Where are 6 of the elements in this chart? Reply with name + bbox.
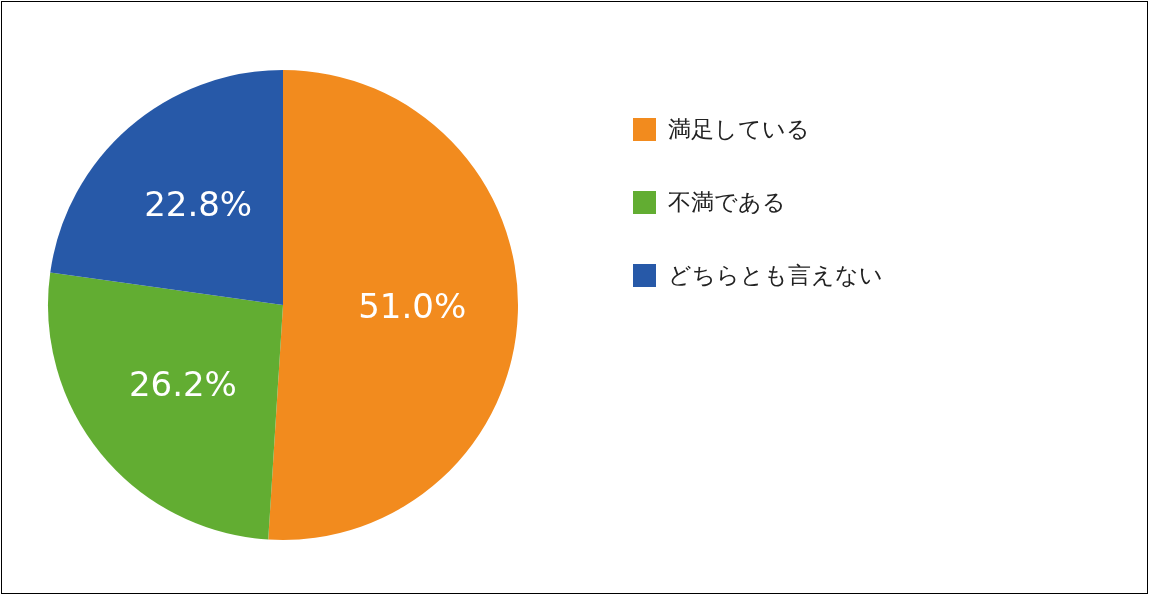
- legend-label: どちらとも言えない: [668, 261, 883, 290]
- data-label: 22.8%: [144, 184, 253, 225]
- legend-label: 不満である: [668, 188, 786, 217]
- data-label: 51.0%: [358, 285, 467, 326]
- data-label: 26.2%: [128, 363, 237, 404]
- legend-label: 満足している: [668, 115, 810, 144]
